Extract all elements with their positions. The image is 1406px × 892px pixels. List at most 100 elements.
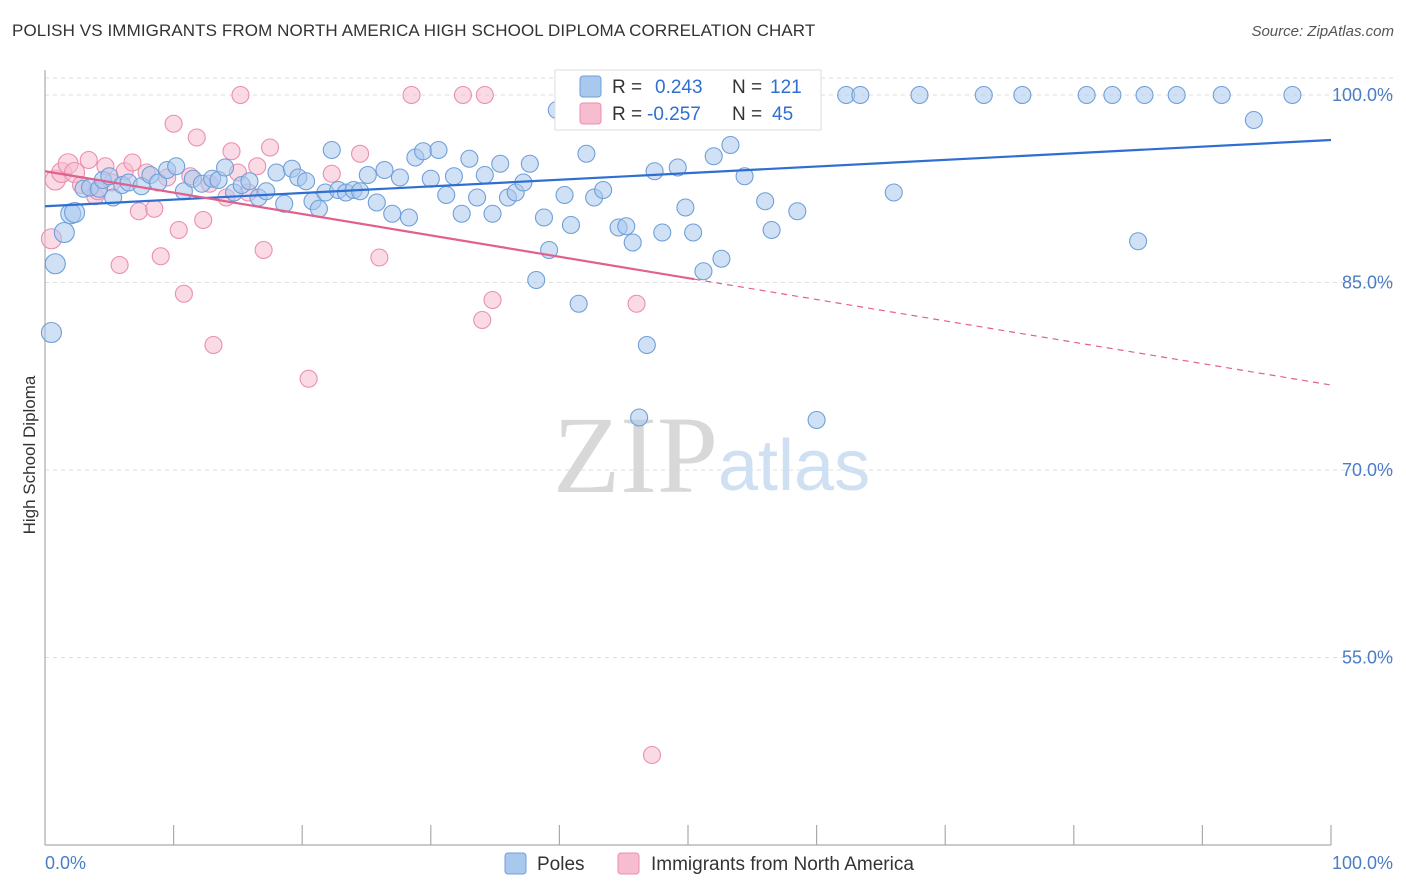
poles-point xyxy=(712,249,731,268)
immigrants-point xyxy=(164,114,183,133)
poles-point xyxy=(910,85,929,105)
poles-point xyxy=(1013,85,1032,105)
x-axis-ticks xyxy=(173,825,1332,845)
poles-points xyxy=(40,85,1302,430)
poles-point xyxy=(617,217,636,236)
immigrants-point xyxy=(231,85,250,105)
poles-point xyxy=(851,85,870,105)
poles-point xyxy=(594,180,613,200)
immigrants-point xyxy=(642,745,662,765)
poles-point xyxy=(1167,85,1186,105)
immigrants-point xyxy=(351,144,370,163)
y-tick-label: 55.0% xyxy=(1342,648,1393,668)
poles-point xyxy=(1212,85,1231,105)
poles-point xyxy=(721,135,740,155)
poles-point xyxy=(735,167,754,186)
poles-point xyxy=(645,162,664,181)
legend-r-label-poles: R = xyxy=(612,77,642,98)
poles-point xyxy=(414,142,433,161)
immigrants-point xyxy=(254,240,273,260)
poles-point xyxy=(520,154,539,173)
bottom-legend-label-immigrants: Immigrants from North America xyxy=(651,854,914,875)
immigrants-point xyxy=(402,85,421,105)
immigrants-point xyxy=(145,199,164,218)
poles-point xyxy=(569,294,588,313)
poles-point xyxy=(322,140,341,160)
poles-point xyxy=(483,204,502,223)
poles-point xyxy=(452,204,471,223)
legend-r-value-immigrants: -0.257 xyxy=(647,104,701,125)
poles-point xyxy=(756,192,775,211)
poles-point xyxy=(421,169,440,188)
legend-n-label-immigrants: N = xyxy=(732,104,762,125)
poles-point xyxy=(527,270,546,290)
poles-point xyxy=(884,183,903,202)
bottom-legend: Poles Immigrants from North America xyxy=(504,852,914,875)
poles-point xyxy=(460,149,479,168)
immigrants-point xyxy=(174,284,193,303)
bottom-legend-swatch-poles xyxy=(504,852,527,875)
bottom-legend-swatch-immigrants xyxy=(617,852,640,875)
poles-point xyxy=(1129,232,1148,251)
immigrants-point xyxy=(299,369,318,388)
poles-point xyxy=(807,410,826,430)
immigrants-point xyxy=(475,85,494,105)
poles-point xyxy=(974,85,993,105)
poles-point xyxy=(358,165,377,185)
poles-point xyxy=(267,163,286,182)
poles-point xyxy=(1135,85,1154,105)
immigrants-point xyxy=(627,294,646,313)
chart-title: POLISH VS IMMIGRANTS FROM NORTH AMERICA … xyxy=(12,21,816,40)
poles-point xyxy=(704,147,723,166)
immigrants-point xyxy=(483,290,502,310)
immigrants-points xyxy=(40,85,665,765)
poles-point xyxy=(53,221,75,244)
poles-point xyxy=(1103,85,1122,105)
poles-point xyxy=(555,185,574,205)
y-tick-label: 70.0% xyxy=(1342,460,1393,480)
poles-point xyxy=(44,253,66,275)
poles-point xyxy=(577,144,596,163)
legend-n-value-poles: 121 xyxy=(770,77,802,98)
immigrants-point xyxy=(194,210,213,230)
immigrants-point xyxy=(248,157,267,176)
immigrants-point xyxy=(79,150,98,170)
poles-point xyxy=(399,208,418,227)
immigrants-point xyxy=(151,247,170,266)
y-tick-label: 100.0% xyxy=(1332,85,1393,105)
poles-point xyxy=(684,223,703,242)
x-tick-label-max: 100.0% xyxy=(1332,853,1393,873)
bottom-legend-label-poles: Poles xyxy=(537,854,585,875)
poles-point xyxy=(788,202,807,221)
immigrants-point xyxy=(204,335,223,355)
watermark: ZIP atlas xyxy=(553,394,870,516)
poles-point xyxy=(561,215,581,235)
y-tick-label: 85.0% xyxy=(1342,273,1393,293)
legend-swatch-poles xyxy=(579,75,602,98)
y-tick-labels: 55.0% 70.0% 85.0% 100.0% xyxy=(1332,85,1393,668)
gridlines xyxy=(45,77,1393,658)
poles-point xyxy=(630,408,649,427)
immigrants-point xyxy=(453,85,473,105)
poles-trend-line xyxy=(44,138,1332,208)
poles-point xyxy=(167,157,186,176)
trend-lines xyxy=(44,138,1332,386)
poles-point xyxy=(240,172,259,191)
immigrants-point xyxy=(260,138,280,157)
poles-point xyxy=(1077,85,1096,105)
legend-r-label-immigrants: R = xyxy=(612,104,642,125)
poles-point xyxy=(390,168,409,187)
immigrants-point xyxy=(322,164,341,183)
legend-r-value-poles: 0.243 xyxy=(655,77,703,98)
immigrants-point xyxy=(129,202,148,221)
poles-point xyxy=(623,233,642,252)
immigrants-point xyxy=(370,248,389,267)
poles-point xyxy=(1283,85,1302,105)
poles-point xyxy=(437,185,456,205)
legend-box: R = 0.243 N = 121 R = -0.257 N = 45 xyxy=(554,69,822,131)
poles-point xyxy=(444,167,463,186)
poles-point xyxy=(367,193,386,212)
immigrants-point xyxy=(169,220,188,240)
poles-point xyxy=(1244,110,1263,130)
